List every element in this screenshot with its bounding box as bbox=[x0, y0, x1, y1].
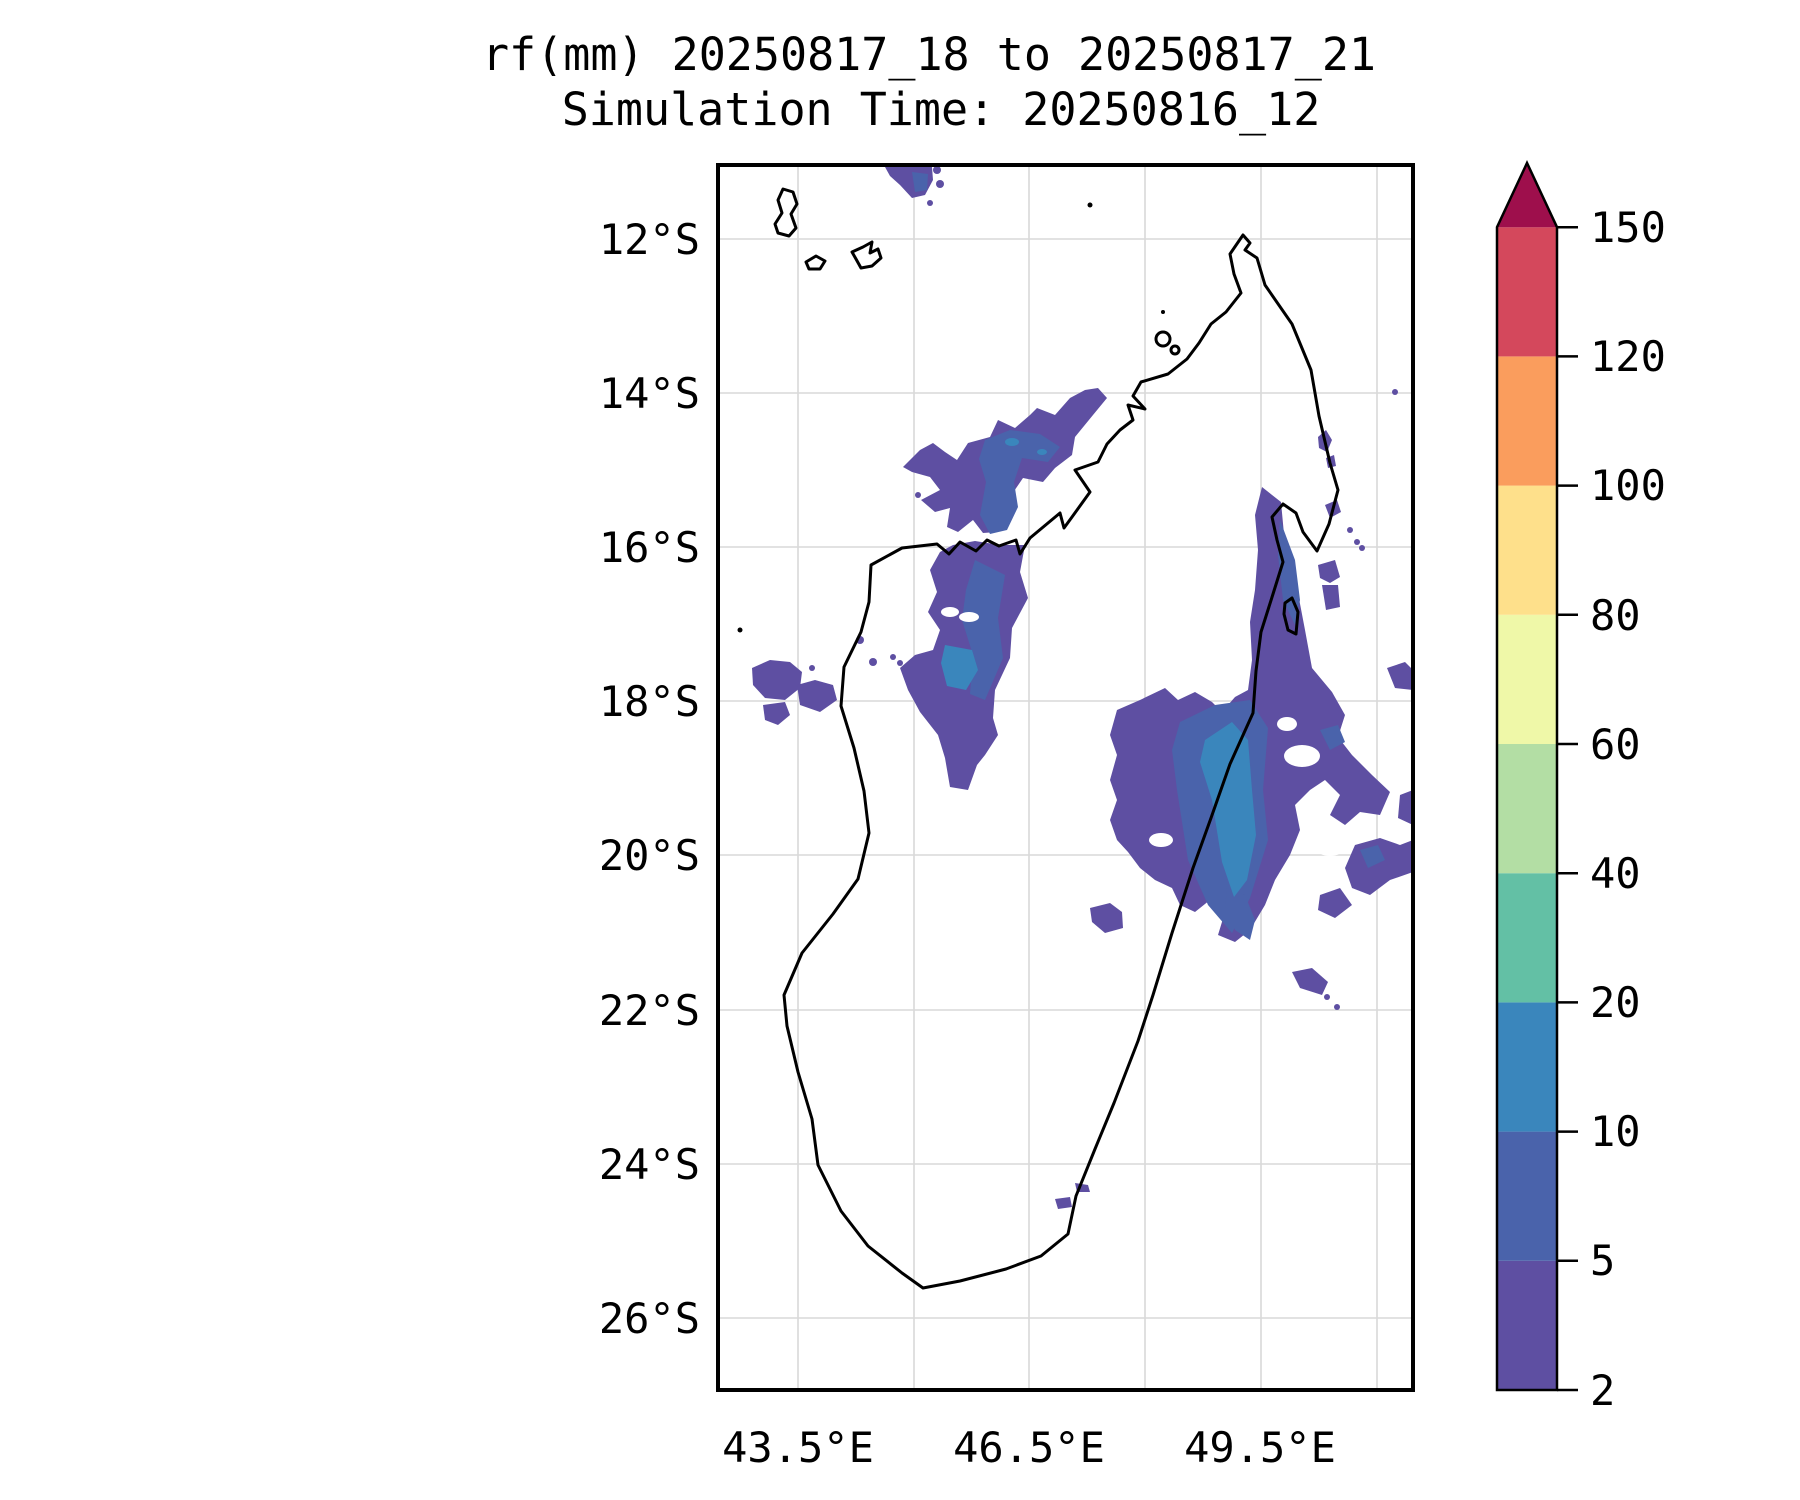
rain-level-2-5 bbox=[752, 166, 1413, 1209]
colorbar-extend-arrow bbox=[1497, 163, 1557, 228]
cb-label-150: 150 bbox=[1590, 203, 1666, 252]
x-tick-49-5e: 49.5°E bbox=[1184, 1423, 1336, 1472]
cb-label-80: 80 bbox=[1590, 591, 1641, 640]
cb-label-20: 20 bbox=[1590, 978, 1641, 1027]
cb-label-10: 10 bbox=[1590, 1107, 1641, 1156]
plot-title: rf(mm) 20250817_18 to 20250817_21 bbox=[482, 28, 1376, 81]
y-tick-18s: 18°S bbox=[599, 677, 700, 726]
cb-label-40: 40 bbox=[1590, 849, 1641, 898]
small-island-dot bbox=[1161, 310, 1165, 314]
y-tick-24s: 24°S bbox=[599, 1140, 700, 1189]
cb-label-2: 2 bbox=[1590, 1366, 1615, 1415]
plot-subtitle: Simulation Time: 20250816_12 bbox=[562, 83, 1321, 136]
colorbar-outline bbox=[1495, 160, 1559, 1392]
moheli-outline bbox=[804, 254, 827, 271]
anjouan-outline bbox=[850, 240, 883, 270]
x-tick-43-5e: 43.5°E bbox=[722, 1423, 874, 1472]
map-panel: 12°S 14°S 16°S 18°S 20°S 22°S 24°S 26°S … bbox=[599, 163, 1415, 1472]
madagascar-coastline bbox=[782, 233, 1340, 1290]
y-tick-20s: 20°S bbox=[599, 831, 700, 880]
rain-contours bbox=[752, 166, 1413, 1209]
nosy-be-outline bbox=[1154, 330, 1172, 348]
y-axis-labels: 12°S 14°S 16°S 18°S 20°S 22°S 24°S 26°S bbox=[599, 215, 700, 1343]
colorbar-tick-labels: 150 120 100 80 60 40 20 10 5 2 bbox=[1590, 203, 1666, 1415]
cb-label-5: 5 bbox=[1590, 1236, 1615, 1285]
nosy-komba-outline bbox=[1169, 344, 1181, 356]
y-tick-22s: 22°S bbox=[599, 986, 700, 1035]
rain-level-10-20 bbox=[941, 438, 1256, 897]
cb-label-120: 120 bbox=[1590, 332, 1666, 381]
y-tick-12s: 12°S bbox=[599, 215, 700, 264]
colorbar: 150 120 100 80 60 40 20 10 5 2 bbox=[1495, 160, 1666, 1415]
map-frame bbox=[716, 163, 1415, 1392]
cb-label-100: 100 bbox=[1590, 461, 1666, 510]
juan-de-nova-dot bbox=[737, 627, 743, 633]
colorbar-ticks bbox=[1557, 225, 1578, 1392]
y-tick-14s: 14°S bbox=[599, 369, 700, 418]
grande-comore-outline bbox=[773, 187, 799, 238]
rain-holes bbox=[941, 607, 1344, 856]
colorbar-segments bbox=[1497, 163, 1557, 1390]
coastlines bbox=[737, 187, 1340, 1290]
ile-sainte-marie-outline bbox=[1282, 596, 1300, 636]
cb-label-60: 60 bbox=[1590, 720, 1641, 769]
x-axis-labels: 43.5°E 46.5°E 49.5°E bbox=[722, 1423, 1336, 1472]
y-tick-16s: 16°S bbox=[599, 523, 700, 572]
y-tick-26s: 26°S bbox=[599, 1294, 700, 1343]
glorioso-island-dot bbox=[1087, 202, 1093, 208]
x-tick-46-5e: 46.5°E bbox=[953, 1423, 1105, 1472]
